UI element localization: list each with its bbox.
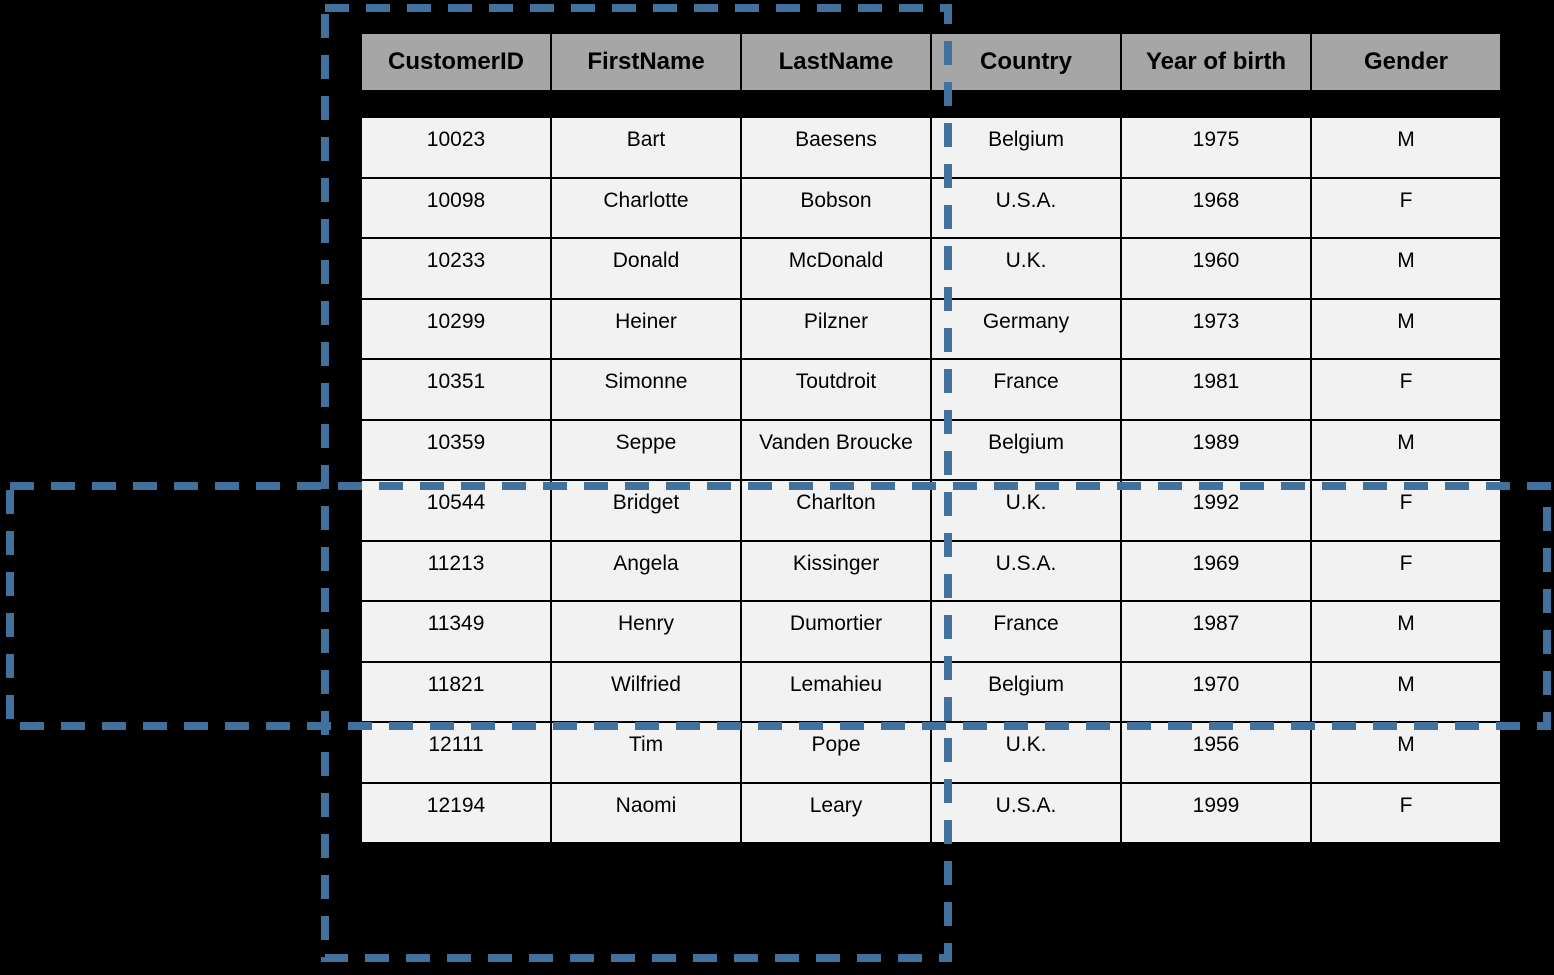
table-cell-r8-c1: Henry bbox=[551, 601, 741, 662]
table-cell-r7-c1: Angela bbox=[551, 540, 741, 601]
table-cell-r4-c3: France bbox=[931, 359, 1121, 420]
table-cell-r2-c3: U.K. bbox=[931, 238, 1121, 299]
table-cell-r0-c1: Bart bbox=[551, 117, 741, 178]
table-cell-r4-c1: Simonne bbox=[551, 359, 741, 420]
table-cell-r3-c3: Germany bbox=[931, 298, 1121, 359]
table-cell-r10-c3: U.K. bbox=[931, 722, 1121, 783]
table-cell-r1-c3: U.S.A. bbox=[931, 177, 1121, 238]
table-cell-r10-c1: Tim bbox=[551, 722, 741, 783]
table-cell-r5-c4: 1989 bbox=[1121, 419, 1311, 480]
table-cell-r5-c1: Seppe bbox=[551, 419, 741, 480]
table-cell-r3-c1: Heiner bbox=[551, 298, 741, 359]
table-cell-r8-c5: M bbox=[1311, 601, 1501, 662]
table-cell-r0-c0: 10023 bbox=[361, 117, 551, 178]
table-cell-r7-c2: Kissinger bbox=[741, 540, 931, 601]
table-cell-r5-c0: 10359 bbox=[361, 419, 551, 480]
table-cell-r0-c2: Baesens bbox=[741, 117, 931, 178]
table-cell-r4-c0: 10351 bbox=[361, 359, 551, 420]
table-cell-r6-c5: F bbox=[1311, 480, 1501, 541]
table-cell-r4-c5: F bbox=[1311, 359, 1501, 420]
table-cell-r9-c5: M bbox=[1311, 661, 1501, 722]
table-cell-r8-c2: Dumortier bbox=[741, 601, 931, 662]
table-cell-r8-c3: France bbox=[931, 601, 1121, 662]
table-cell-r10-c0: 12111 bbox=[361, 722, 551, 783]
column-header-customerid: CustomerID bbox=[361, 33, 551, 91]
table-cell-r11-c5: F bbox=[1311, 782, 1501, 843]
table-cell-r10-c4: 1956 bbox=[1121, 722, 1311, 783]
table-cell-r11-c3: U.S.A. bbox=[931, 782, 1121, 843]
table-cell-r6-c2: Charlton bbox=[741, 480, 931, 541]
customer-table-body: 10023 Bart Baesens Belgium 1975 M 10098 Charlot… bbox=[361, 117, 1501, 843]
table-cell-r7-c0: 11213 bbox=[361, 540, 551, 601]
table-cell-r1-c5: F bbox=[1311, 177, 1501, 238]
table-cell-r3-c0: 10299 bbox=[361, 298, 551, 359]
table-cell-r6-c1: Bridget bbox=[551, 480, 741, 541]
table-cell-r0-c4: 1975 bbox=[1121, 117, 1311, 178]
table-cell-r5-c3: Belgium bbox=[931, 419, 1121, 480]
table-cell-r7-c4: 1969 bbox=[1121, 540, 1311, 601]
table-cell-r6-c3: U.K. bbox=[931, 480, 1121, 541]
table-cell-r11-c0: 12194 bbox=[361, 782, 551, 843]
table-cell-r3-c5: M bbox=[1311, 298, 1501, 359]
table-cell-r9-c2: Lemahieu bbox=[741, 661, 931, 722]
column-header-lastname: LastName bbox=[741, 33, 931, 91]
table-cell-r2-c5: M bbox=[1311, 238, 1501, 299]
customer-table-header: CustomerID FirstName LastName Country Year o… bbox=[361, 33, 1501, 91]
table-cell-r1-c4: 1968 bbox=[1121, 177, 1311, 238]
table-cell-r11-c4: 1999 bbox=[1121, 782, 1311, 843]
table-cell-r8-c4: 1987 bbox=[1121, 601, 1311, 662]
table-cell-r9-c0: 11821 bbox=[361, 661, 551, 722]
column-header-gender: Gender bbox=[1311, 33, 1501, 91]
table-cell-r8-c0: 11349 bbox=[361, 601, 551, 662]
table-cell-r5-c5: M bbox=[1311, 419, 1501, 480]
column-header-country: Country bbox=[931, 33, 1121, 91]
table-cell-r5-c2: Vanden Broucke bbox=[741, 419, 931, 480]
table-cell-r7-c3: U.S.A. bbox=[931, 540, 1121, 601]
table-cell-r1-c2: Bobson bbox=[741, 177, 931, 238]
table-cell-r4-c4: 1981 bbox=[1121, 359, 1311, 420]
table-cell-r1-c1: Charlotte bbox=[551, 177, 741, 238]
column-header-firstname: FirstName bbox=[551, 33, 741, 91]
table-cell-r3-c4: 1973 bbox=[1121, 298, 1311, 359]
table-cell-r11-c1: Naomi bbox=[551, 782, 741, 843]
table-cell-r6-c4: 1992 bbox=[1121, 480, 1311, 541]
table-cell-r2-c0: 10233 bbox=[361, 238, 551, 299]
table-cell-r2-c2: McDonald bbox=[741, 238, 931, 299]
column-header-year-of-birth: Year of birth bbox=[1121, 33, 1311, 91]
table-cell-r9-c3: Belgium bbox=[931, 661, 1121, 722]
table-cell-r7-c5: F bbox=[1311, 540, 1501, 601]
table-cell-r10-c2: Pope bbox=[741, 722, 931, 783]
table-cell-r2-c1: Donald bbox=[551, 238, 741, 299]
table-cell-r3-c2: Pilzner bbox=[741, 298, 931, 359]
table-cell-r6-c0: 10544 bbox=[361, 480, 551, 541]
table-cell-r10-c5: M bbox=[1311, 722, 1501, 783]
table-cell-r1-c0: 10098 bbox=[361, 177, 551, 238]
table-cell-r2-c4: 1960 bbox=[1121, 238, 1311, 299]
table-cell-r4-c2: Toutdroit bbox=[741, 359, 931, 420]
table-cell-r11-c2: Leary bbox=[741, 782, 931, 843]
table-cell-r0-c3: Belgium bbox=[931, 117, 1121, 178]
table-cell-r9-c1: Wilfried bbox=[551, 661, 741, 722]
table-cell-r9-c4: 1970 bbox=[1121, 661, 1311, 722]
table-cell-r0-c5: M bbox=[1311, 117, 1501, 178]
